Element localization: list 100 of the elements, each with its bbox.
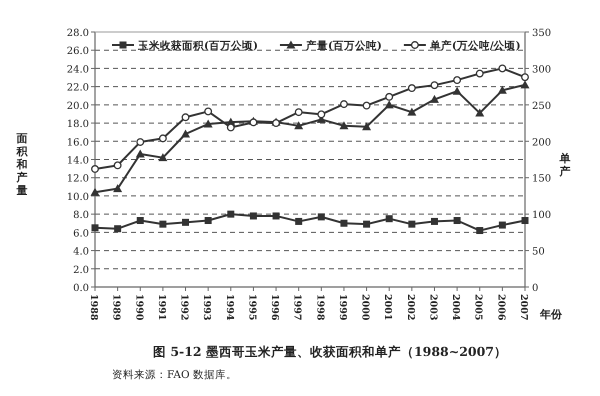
y-tick-label: 26.0 bbox=[66, 46, 89, 58]
y2-tick-label: 200 bbox=[532, 137, 552, 148]
y2-tick-label: 50 bbox=[532, 246, 545, 258]
y-tick-label: 20.0 bbox=[66, 100, 89, 112]
x-tick-label: 1994 bbox=[224, 294, 235, 321]
point bbox=[114, 161, 122, 170]
point bbox=[92, 224, 98, 232]
point bbox=[384, 100, 394, 108]
y-tick-label: 22.0 bbox=[66, 82, 89, 94]
y-tick-label: 28.0 bbox=[66, 28, 89, 39]
y2-tick-label: 100 bbox=[532, 210, 552, 222]
y-tick-label: 14.0 bbox=[66, 156, 89, 166]
point bbox=[476, 70, 484, 78]
x-tick-label: 1988 bbox=[88, 294, 99, 321]
point bbox=[317, 110, 326, 118]
y-tick-label: 2.0 bbox=[73, 264, 89, 276]
x-tick-label: 2005 bbox=[472, 294, 484, 320]
text: 图 5-12 墨西哥玉米产量、收获面积和单产（1988~2007） bbox=[152, 344, 508, 359]
point bbox=[339, 121, 348, 130]
point bbox=[522, 217, 528, 224]
x-tick-label: 1992 bbox=[178, 294, 190, 320]
point bbox=[430, 81, 438, 90]
point bbox=[363, 220, 370, 228]
y-tick-label: 0.0 bbox=[73, 283, 89, 294]
point bbox=[113, 184, 122, 192]
x-tick-label: 1991 bbox=[156, 294, 167, 320]
point bbox=[204, 217, 212, 224]
point bbox=[452, 86, 462, 95]
y-tick-label: 24.0 bbox=[66, 64, 89, 76]
point bbox=[91, 165, 99, 173]
point bbox=[295, 218, 302, 225]
y-tick-label: 4.0 bbox=[73, 246, 89, 258]
x-tick-label: 1993 bbox=[201, 294, 212, 320]
y-tick-label: 6.0 bbox=[73, 228, 89, 240]
x-tick-label: 1990 bbox=[133, 294, 144, 321]
point bbox=[362, 102, 371, 110]
x-tick-label: 2004 bbox=[450, 294, 462, 321]
point bbox=[204, 107, 212, 116]
point bbox=[498, 86, 507, 94]
y-tick-label: 16.0 bbox=[66, 137, 89, 148]
point bbox=[454, 217, 461, 224]
legend-label: 产量(百万公吨) bbox=[304, 39, 382, 52]
x-tick-label: 1997 bbox=[292, 294, 303, 320]
point bbox=[90, 188, 100, 196]
point bbox=[453, 76, 462, 84]
y2-tick-label: 350 bbox=[532, 28, 552, 39]
y-tick-label: 12.0 bbox=[66, 174, 89, 185]
point bbox=[430, 94, 439, 103]
y2-tick-label: 300 bbox=[532, 64, 552, 76]
point bbox=[385, 92, 394, 101]
point bbox=[159, 220, 166, 228]
x-axis-title: 年份 bbox=[539, 308, 563, 321]
point bbox=[430, 218, 438, 225]
point bbox=[136, 217, 144, 224]
point bbox=[498, 222, 506, 229]
point bbox=[227, 210, 234, 218]
point bbox=[408, 220, 416, 228]
legend-label: 玉米收获面积(百万公顷) bbox=[137, 39, 258, 52]
x-tick-label: 2003 bbox=[427, 294, 438, 320]
point bbox=[114, 225, 122, 232]
point bbox=[294, 108, 303, 116]
point bbox=[294, 121, 304, 130]
point bbox=[498, 64, 506, 72]
text: 资料来源：FAO 数据库。 bbox=[112, 368, 237, 381]
x-tick-label: 2002 bbox=[404, 294, 416, 320]
legend-label: 单产(万公吨/公顷) bbox=[428, 39, 521, 52]
point bbox=[182, 218, 190, 226]
y-tick-label: 8.0 bbox=[73, 210, 89, 222]
point bbox=[182, 113, 190, 122]
y-tick-label: 10.0 bbox=[66, 192, 89, 203]
point bbox=[340, 100, 348, 108]
y2-tick-label: 250 bbox=[532, 100, 552, 112]
point bbox=[362, 122, 372, 130]
point bbox=[136, 138, 144, 146]
x-tick-label: 2007 bbox=[518, 294, 529, 320]
point bbox=[158, 153, 168, 162]
point bbox=[408, 84, 416, 92]
point bbox=[476, 227, 484, 234]
y2-tick-label: 150 bbox=[532, 174, 552, 185]
point bbox=[204, 119, 213, 128]
x-tick-label: 2001 bbox=[382, 294, 394, 320]
point bbox=[386, 215, 393, 222]
point bbox=[521, 73, 529, 82]
x-tick-label: 1989 bbox=[110, 294, 122, 321]
point bbox=[272, 212, 280, 220]
point bbox=[136, 150, 145, 158]
x-tick-label: 1998 bbox=[314, 294, 326, 321]
point bbox=[340, 220, 348, 227]
x-tick-label: 1999 bbox=[336, 294, 348, 321]
x-tick-label: 1995 bbox=[246, 294, 258, 320]
point bbox=[250, 212, 257, 220]
point bbox=[181, 130, 190, 138]
x-tick-label: 2000 bbox=[360, 294, 371, 321]
y2-tick-label: 0 bbox=[532, 283, 538, 294]
y2-axis-title: 单产 bbox=[558, 152, 570, 178]
point bbox=[520, 80, 530, 88]
point bbox=[158, 134, 167, 142]
y-tick-label: 18.0 bbox=[66, 119, 89, 130]
point bbox=[407, 108, 416, 116]
point bbox=[475, 108, 484, 117]
